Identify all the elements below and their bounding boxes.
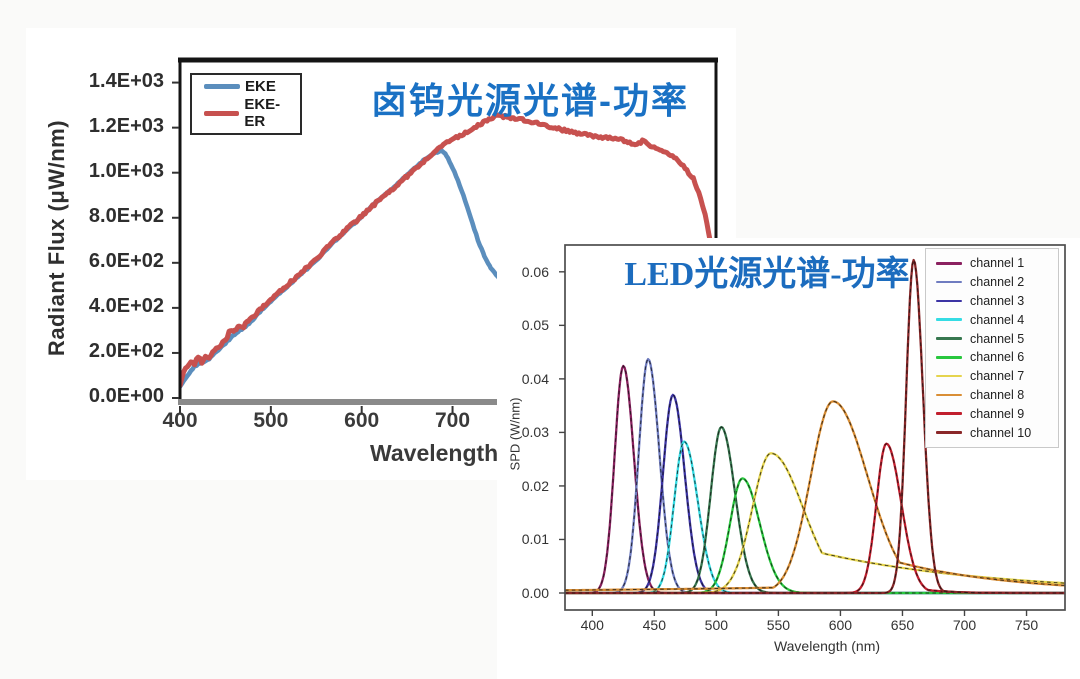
y-tick-label: 0.04 [521, 370, 549, 387]
led-legend-label: channel 7 [970, 369, 1025, 384]
led-legend-item-3: channel 3 [936, 292, 1052, 311]
led-legend-label: channel 1 [970, 256, 1025, 271]
x-tick-label: 400 [162, 409, 198, 432]
y-tick-label: 0.05 [521, 317, 549, 334]
led-chart-title: LED光源光谱-功率 [624, 256, 910, 293]
channel-9-line-swatch-icon [936, 412, 962, 416]
led-legend-label: channel 2 [970, 275, 1025, 290]
led-legend-label: channel 6 [970, 350, 1025, 365]
led-legend-label: channel 4 [970, 312, 1025, 327]
led-figure-panel: 0.00 0.01 0.02 0.03 0.04 0.05 0.06 400 450 500 55… [497, 238, 1080, 679]
led-legend-item-2: channel 2 [936, 273, 1052, 292]
y-tick-label: 8.0E+02 [88, 204, 164, 227]
x-tick-label: 700 [952, 617, 977, 633]
led-x-axis-title: Wavelength (nm) [773, 638, 881, 654]
led-legend-item-9: channel 9 [936, 404, 1052, 423]
led-legend-item-7: channel 7 [936, 367, 1052, 386]
channel-8-line-swatch-icon [936, 393, 962, 397]
channel-3-line-swatch-icon [936, 299, 962, 303]
channel-10-line-swatch-icon [936, 431, 962, 434]
halogen-legend-item-eke-er: EKE-ER [204, 96, 300, 130]
x-tick-label: 650 [890, 617, 915, 633]
led-legend-label: channel 8 [970, 387, 1025, 402]
halogen-y-axis-title: Radiant Flux (μW/nm) [44, 119, 69, 357]
halogen-chart-title: 卤钨光源光谱-功率 [371, 80, 689, 121]
led-legend-item-10: channel 10 [936, 423, 1052, 442]
x-tick-label: 550 [766, 617, 791, 633]
led-legend-item-8: channel 8 [936, 386, 1052, 405]
led-legend-label: channel 5 [970, 331, 1025, 346]
y-tick-label: 6.0E+02 [88, 249, 164, 272]
led-legend-item-5: channel 5 [936, 329, 1052, 348]
x-tick-label: 400 [580, 617, 604, 633]
channel-2-line-swatch-icon [936, 280, 962, 284]
channel-1-line-swatch-icon [936, 262, 962, 265]
y-tick-label: 0.03 [521, 424, 549, 441]
y-tick-label: 0.02 [521, 477, 549, 494]
channel-7-line-swatch-icon [936, 374, 962, 378]
halogen-legend-item-eke: EKE [204, 78, 300, 95]
y-tick-label: 0.06 [521, 263, 549, 280]
led-legend-item-4: channel 4 [936, 310, 1052, 329]
channel-6-line-swatch-icon [936, 356, 962, 359]
led-y-axis-title: SPD (W/nm) [507, 397, 523, 471]
y-tick-label: 1.0E+03 [88, 159, 164, 182]
led-plot-area [559, 244, 1066, 616]
x-tick-label: 600 [828, 617, 853, 633]
led-legend-item-1: channel 1 [936, 254, 1052, 273]
y-tick-label: 1.2E+03 [88, 114, 164, 137]
y-tick-label: 0.01 [521, 531, 549, 548]
led-legend-item-6: channel 6 [936, 348, 1052, 367]
eke-line-swatch-icon [204, 84, 240, 89]
halogen-legend-label: EKE [245, 78, 276, 95]
eke-er-line-swatch-icon [204, 110, 240, 116]
led-legend-label: channel 10 [970, 425, 1032, 440]
y-tick-label: 1.4E+03 [88, 69, 164, 92]
y-tick-label: 4.0E+02 [88, 294, 164, 317]
led-legend-label: channel 3 [970, 293, 1025, 308]
led-legend: channel 1 channel 2 channel 3 channel 4 chan… [925, 248, 1059, 448]
halogen-legend-label: EKE-ER [244, 96, 281, 130]
y-tick-label: 2.0E+02 [88, 339, 164, 362]
x-tick-label: 500 [704, 617, 729, 633]
x-tick-label: 700 [435, 409, 471, 432]
x-tick-label: 500 [253, 409, 289, 432]
halogen-legend: EKE EKE-ER [190, 73, 302, 135]
channel-5-line-swatch-icon [936, 337, 962, 340]
y-tick-label: 0.00 [521, 585, 549, 601]
y-tick-label: 0.0E+00 [88, 385, 164, 407]
x-tick-label: 750 [1014, 617, 1039, 633]
x-tick-label: 450 [642, 617, 666, 633]
channel-4-line-swatch-icon [936, 318, 962, 322]
x-tick-label: 600 [344, 409, 380, 432]
led-legend-label: channel 9 [970, 406, 1025, 421]
